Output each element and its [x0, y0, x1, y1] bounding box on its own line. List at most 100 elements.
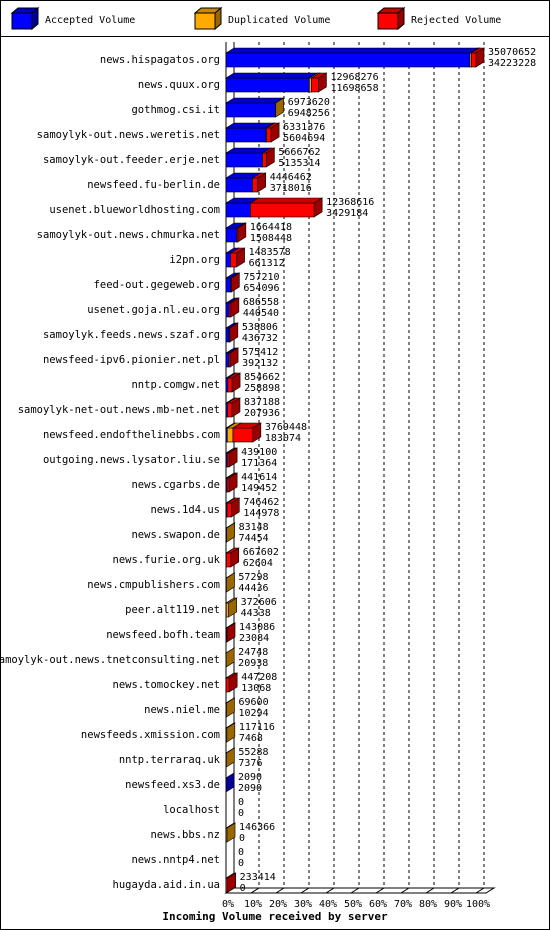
x-tick-label: 50%: [344, 899, 362, 910]
y-tick-label: feed-out.gegeweb.org: [94, 279, 220, 291]
y-tick-label: news.swapon.de: [131, 529, 220, 541]
bar-segment: [274, 97, 285, 118]
bar-side: [226, 622, 236, 643]
bar-front: [252, 177, 258, 193]
bar-segment: [229, 272, 241, 293]
value-label: 62604: [243, 558, 273, 569]
bar-side: [231, 272, 240, 293]
y-tick-label: samoylyk-out.news.weretis.net: [37, 129, 220, 141]
bar-side: [228, 672, 238, 693]
y-tick-label: news.tomockey.net: [113, 679, 220, 691]
y-tick-label: outgoing.news.lysator.liu.se: [43, 454, 220, 466]
bar-side: [231, 372, 241, 393]
value-label: 207936: [244, 408, 280, 419]
bar-front: [225, 152, 263, 168]
total-label: 233414: [240, 872, 276, 883]
legend-swatch: [10, 6, 40, 31]
bar-segment: [249, 197, 324, 218]
total-label: 1664418: [250, 222, 292, 233]
bar-segment: [225, 697, 236, 718]
total-label: 35070652: [488, 47, 536, 58]
y-tick-label: hugayda.aid.in.ua: [113, 879, 220, 891]
bar-segment: [261, 147, 276, 168]
legend-swatch-front: [377, 12, 399, 30]
value-label: 0: [239, 833, 245, 844]
y-tick-label: samoylyk.feeds.news.szaf.org: [43, 329, 220, 341]
bar-segment: [225, 597, 238, 618]
total-label: 2090: [238, 772, 262, 783]
x-tick: [475, 887, 485, 894]
bar-front: [226, 477, 230, 493]
bar-front: [226, 552, 232, 568]
value-label: 7376: [238, 758, 262, 769]
x-tick-label: 80%: [419, 899, 437, 910]
y-tick-label: gothmog.csi.it: [131, 104, 220, 116]
bar-front: [250, 202, 315, 218]
total-label: 575412: [242, 347, 278, 358]
total-label: 69600: [238, 697, 268, 708]
y-tick-label: peer.alt119.net: [125, 604, 220, 616]
value-label: 2090: [238, 783, 262, 794]
bar-side: [226, 572, 235, 593]
bar-top: [224, 47, 480, 54]
bar-segment: [225, 672, 239, 693]
bar-front: [227, 402, 233, 418]
value-label: 10294: [238, 708, 268, 719]
value-label: 392132: [242, 358, 278, 369]
bar-segment: [225, 647, 236, 668]
legend-swatch-front: [194, 12, 216, 30]
bar-side: [229, 347, 239, 368]
total-label: 117116: [239, 722, 275, 733]
bar-side: [231, 397, 241, 418]
value-label: 436732: [242, 333, 278, 344]
total-label: 0: [238, 847, 244, 858]
x-tick: [325, 887, 335, 894]
total-label: 12368616: [326, 197, 374, 208]
bar-segment: [224, 872, 237, 893]
bar-segment: [228, 322, 239, 343]
bar-segment: [231, 422, 262, 443]
y-tick-label: samoylyk-out.feeder.erje.net: [43, 154, 220, 166]
value-label: 171364: [241, 458, 277, 469]
y-tick-label: newsfeed.xs3.de: [125, 779, 220, 791]
bar-side: [252, 422, 262, 443]
x-tick-label: 100%: [466, 899, 490, 910]
bar-segment: [226, 372, 242, 393]
y-tick-label: samoylyk-net-out.news.mb-net.net: [18, 404, 220, 416]
legend-swatch-side: [214, 6, 222, 31]
bar-front: [225, 102, 276, 118]
bar-segment: [225, 547, 240, 568]
total-label: 55288: [238, 747, 268, 758]
bar-segment: [251, 172, 267, 193]
y-tick-label: news.quux.org: [138, 79, 220, 91]
bar-front: [230, 252, 237, 268]
value-label: 149452: [241, 483, 277, 494]
value-label: 13068: [241, 683, 271, 694]
total-label: 667602: [243, 547, 279, 558]
bar-side: [226, 747, 235, 768]
x-tick: [275, 887, 285, 894]
legend-swatch: [376, 6, 406, 31]
x-tick-label: 0%: [222, 899, 234, 910]
bar-front: [225, 202, 251, 218]
y-tick-label: news.niel.me: [144, 704, 220, 716]
total-label: 4446462: [270, 172, 312, 183]
bar-front: [225, 252, 232, 268]
total-label: 0: [238, 797, 244, 808]
value-label: 0: [238, 858, 244, 869]
bar-front: [226, 602, 229, 618]
value-label: 34223228: [488, 58, 536, 69]
bar-front: [266, 127, 272, 143]
bar-front: [262, 152, 267, 168]
value-label: 5604694: [283, 133, 325, 144]
bar-segment: [470, 47, 486, 68]
value-label: 440540: [243, 308, 279, 319]
bar-segment: [225, 497, 241, 518]
bar-segment: [225, 722, 236, 743]
value-label: 0: [240, 883, 246, 894]
chart-title: Incoming Volume received by server: [162, 910, 388, 923]
bar-side: [226, 522, 235, 543]
y-tick-label: news.nntp4.net: [131, 854, 220, 866]
bar-side: [228, 447, 238, 468]
